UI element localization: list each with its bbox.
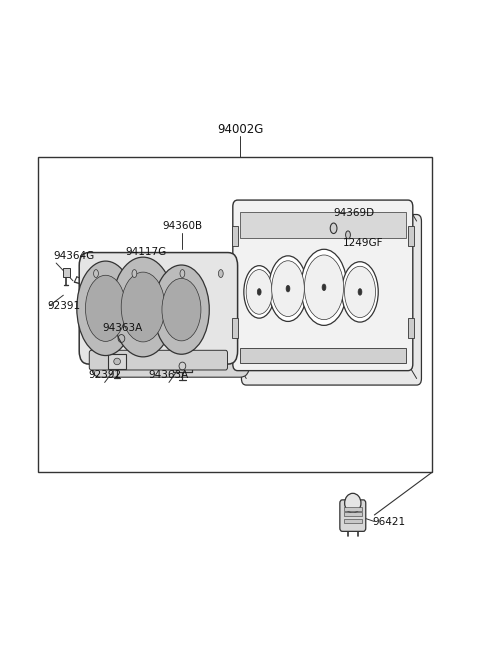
Ellipse shape	[121, 272, 165, 342]
Bar	[108, 354, 126, 369]
Ellipse shape	[162, 278, 201, 341]
Bar	[232, 226, 238, 246]
Ellipse shape	[94, 270, 98, 277]
Ellipse shape	[246, 270, 272, 314]
Ellipse shape	[269, 256, 307, 321]
FancyBboxPatch shape	[344, 519, 362, 523]
Ellipse shape	[114, 358, 120, 365]
Ellipse shape	[154, 265, 209, 354]
FancyBboxPatch shape	[79, 253, 238, 364]
Ellipse shape	[272, 260, 304, 316]
Ellipse shape	[330, 223, 337, 234]
Text: 94369D: 94369D	[334, 208, 375, 218]
FancyBboxPatch shape	[340, 500, 366, 531]
Text: 94364G: 94364G	[54, 251, 95, 261]
FancyBboxPatch shape	[344, 512, 362, 516]
FancyBboxPatch shape	[233, 200, 413, 371]
Ellipse shape	[322, 284, 326, 291]
Ellipse shape	[132, 270, 137, 277]
Bar	[408, 318, 414, 338]
Text: 92391: 92391	[47, 300, 80, 311]
Ellipse shape	[346, 231, 350, 239]
Ellipse shape	[77, 261, 134, 356]
Bar	[240, 212, 406, 238]
Ellipse shape	[342, 262, 378, 322]
Ellipse shape	[85, 276, 126, 341]
Bar	[408, 226, 414, 246]
Text: 1249GF: 1249GF	[343, 238, 384, 248]
Bar	[38, 157, 432, 472]
Bar	[63, 268, 70, 277]
Text: 94363A: 94363A	[149, 371, 189, 380]
Ellipse shape	[244, 266, 275, 318]
Ellipse shape	[358, 289, 362, 295]
FancyBboxPatch shape	[241, 215, 421, 385]
Ellipse shape	[112, 257, 174, 357]
FancyBboxPatch shape	[91, 266, 250, 377]
Ellipse shape	[345, 493, 361, 513]
Text: 94002G: 94002G	[217, 123, 263, 136]
Text: 94363A: 94363A	[102, 323, 143, 333]
Ellipse shape	[180, 270, 185, 277]
Ellipse shape	[286, 285, 290, 292]
Text: 92392: 92392	[88, 371, 121, 380]
FancyBboxPatch shape	[344, 507, 362, 511]
Ellipse shape	[257, 289, 261, 295]
Ellipse shape	[218, 270, 223, 277]
Text: 94117G: 94117G	[126, 247, 167, 257]
Text: 94360B: 94360B	[162, 221, 203, 231]
FancyBboxPatch shape	[89, 350, 228, 370]
Ellipse shape	[345, 266, 375, 318]
Ellipse shape	[301, 249, 347, 325]
Bar	[232, 318, 238, 338]
Text: 96421: 96421	[372, 516, 405, 527]
Bar	[240, 348, 406, 363]
Ellipse shape	[304, 255, 344, 319]
